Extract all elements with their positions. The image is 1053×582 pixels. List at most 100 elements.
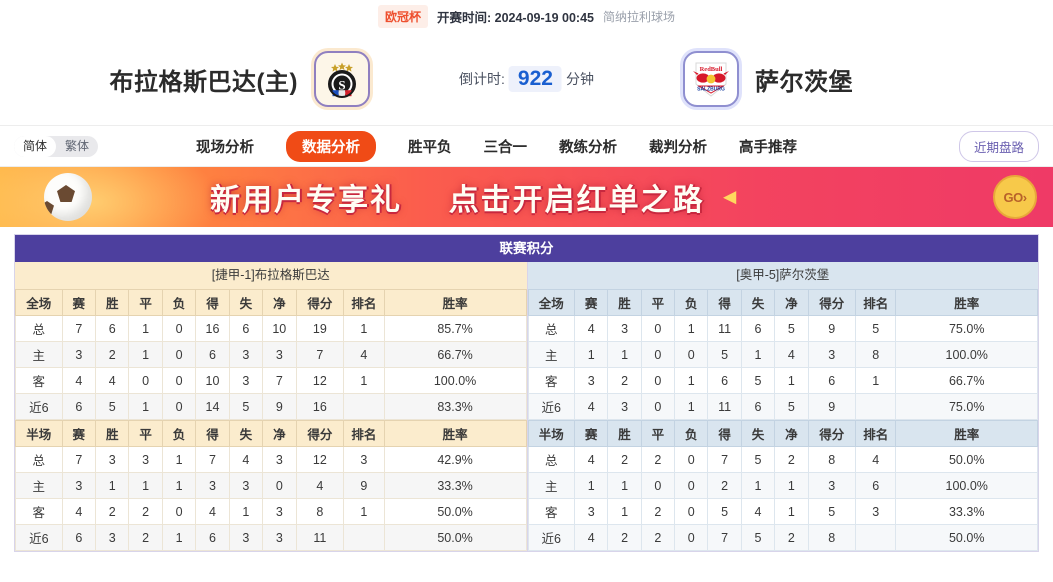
table-cell: 3 — [61, 472, 97, 499]
table-row: 主 1 1 0 0 2 1 1 3 6 100.0% — [527, 472, 1038, 499]
table-row: 近6 4 2 2 0 7 5 2 8 50.0% — [527, 524, 1038, 551]
row-label: 近6 — [527, 393, 575, 420]
column-header: 得 — [707, 289, 742, 316]
tab-live-analysis[interactable]: 现场分析 — [196, 139, 255, 156]
table-cell: 0 — [674, 498, 709, 525]
column-header: 排名 — [343, 420, 385, 447]
table-cell: 8 — [807, 446, 857, 473]
column-header: 胜率 — [383, 420, 527, 447]
table-row: 客 4 4 0 0 10 3 7 12 1 100.0% — [15, 367, 527, 394]
table-cell: 4 — [573, 524, 609, 551]
table-cell: 0 — [640, 341, 676, 368]
table-cell: 4 — [94, 367, 130, 394]
table-cell: 5 — [740, 446, 776, 473]
column-header: 负 — [674, 420, 709, 447]
table-cell: 0 — [161, 341, 197, 368]
table-cell: 1 — [774, 472, 809, 499]
table-cell: 1 — [161, 472, 197, 499]
tab-referee-analysis[interactable]: 裁判分析 — [649, 139, 708, 156]
table-cell: 1 — [128, 393, 163, 420]
lang-simplified-option[interactable]: 简体 — [14, 135, 57, 157]
table-cell: 0 — [161, 498, 197, 525]
row-label: 总 — [15, 315, 63, 342]
table-cell: 5 — [855, 315, 897, 342]
teams-header: 布拉格斯巴达(主) S — [0, 33, 1053, 125]
table-cell: 3 — [61, 341, 97, 368]
column-header: 失 — [740, 289, 776, 316]
column-header: 净 — [774, 420, 809, 447]
table-row: 客 3 1 2 0 5 4 1 5 3 33.3% — [527, 498, 1038, 525]
tab-win-draw-loss[interactable]: 胜平负 — [408, 139, 452, 156]
table-cell: 2 — [640, 446, 676, 473]
table-cell: 3 — [855, 498, 897, 525]
promo-banner[interactable]: 新用户专享礼 点击开启红单之路 ◄ GO› — [0, 167, 1053, 227]
table-cell: 1 — [228, 498, 264, 525]
away-halftime-table: 半场赛胜平负得失净得分 排名 胜率 总 4 2 2 0 7 5 2 8 4 50.0% 主 1 1 0 0 2 1 1 3… — [527, 420, 1039, 551]
table-cell: 1 — [343, 498, 385, 525]
table-cell: 3 — [228, 472, 264, 499]
table-cell: 5 — [740, 367, 776, 394]
table-cell: 0 — [674, 341, 709, 368]
table-row: 总 7 6 1 0 16 6 10 19 1 85.7% — [15, 315, 527, 342]
table-cell: 0 — [640, 367, 676, 394]
row-label: 近6 — [15, 393, 63, 420]
table-cell: 2 — [94, 498, 130, 525]
column-header: 排名 — [343, 289, 385, 316]
column-header: 胜率 — [383, 289, 527, 316]
match-info-bar: 欧冠杯 开赛时间: 2024-09-19 00:45 简纳拉利球场 — [0, 0, 1053, 33]
tab-coach-analysis[interactable]: 教练分析 — [559, 139, 618, 156]
away-fulltime-table: 全场赛胜平负得失净得分 排名 胜率 总 4 3 0 1 11 6 5 9 5 75.0% 主 1 1 0 0 5 1 4… — [527, 289, 1039, 420]
table-cell: 1 — [774, 367, 809, 394]
row-label: 主 — [15, 341, 63, 368]
column-header: 全场 — [15, 289, 63, 316]
row-label: 总 — [527, 446, 575, 473]
row-label: 近6 — [527, 524, 575, 551]
table-cell — [855, 393, 897, 420]
table-cell: 1 — [343, 367, 385, 394]
table-cell: 85.7% — [383, 315, 527, 342]
table-header-row: 半场赛胜平负得失净得分 排名 胜率 — [527, 420, 1038, 447]
row-label: 客 — [527, 367, 575, 394]
column-header: 失 — [228, 420, 264, 447]
tab-three-in-one[interactable]: 三合一 — [483, 139, 528, 156]
table-cell: 5 — [774, 315, 809, 342]
svg-text:RedBull: RedBull — [700, 66, 723, 73]
home-fulltime-table: 全场赛胜平负得失净得分 排名 胜率 总 7 6 1 0 16 6 10 19 1 85.7% 主 3 2 1 0 6… — [15, 289, 527, 420]
table-cell: 16 — [195, 315, 230, 342]
table-row: 总 4 3 0 1 11 6 5 9 5 75.0% — [527, 315, 1038, 342]
home-team[interactable]: 布拉格斯巴达(主) S — [40, 51, 370, 107]
row-label: 总 — [527, 315, 575, 342]
table-cell: 50.0% — [895, 524, 1038, 551]
column-header: 得 — [195, 420, 230, 447]
table-cell: 1 — [161, 446, 197, 473]
tab-data-analysis[interactable]: 数据分析 — [286, 130, 377, 162]
column-header: 负 — [674, 289, 709, 316]
table-cell: 4 — [228, 446, 264, 473]
table-cell: 7 — [195, 446, 230, 473]
kickoff-time: 开赛时间: 2024-09-19 00:45 — [436, 11, 595, 25]
table-cell: 3 — [807, 472, 857, 499]
table-cell: 11 — [707, 393, 742, 420]
column-header: 平 — [640, 289, 676, 316]
column-header: 得分 — [807, 289, 857, 316]
away-team[interactable]: RedBull SALZBURG 萨尔茨堡 — [683, 51, 1013, 107]
tab-expert-picks[interactable]: 高手推荐 — [739, 139, 798, 156]
table-cell: 4 — [774, 341, 809, 368]
recent-odds-button[interactable]: 近期盘路 — [958, 130, 1039, 162]
language-toggle[interactable]: 简体 繁体 — [14, 135, 99, 157]
svg-text:S: S — [338, 78, 345, 93]
table-cell: 2 — [774, 524, 809, 551]
table-cell: 1 — [128, 315, 163, 342]
column-header: 净 — [262, 420, 297, 447]
table-cell: 4 — [61, 367, 97, 394]
countdown-value: 922 — [508, 65, 562, 93]
table-cell: 12 — [295, 367, 345, 394]
lang-traditional-option[interactable]: 繁体 — [65, 138, 90, 153]
table-row: 主 1 1 0 0 5 1 4 3 8 100.0% — [527, 341, 1038, 368]
table-row: 近6 6 3 2 1 6 3 3 11 50.0% — [15, 524, 527, 551]
table-cell: 2 — [607, 367, 642, 394]
table-cell: 1 — [343, 315, 385, 342]
column-header: 胜 — [94, 289, 130, 316]
banner-go-button[interactable]: GO› — [993, 175, 1037, 219]
table-cell: 3 — [573, 367, 609, 394]
